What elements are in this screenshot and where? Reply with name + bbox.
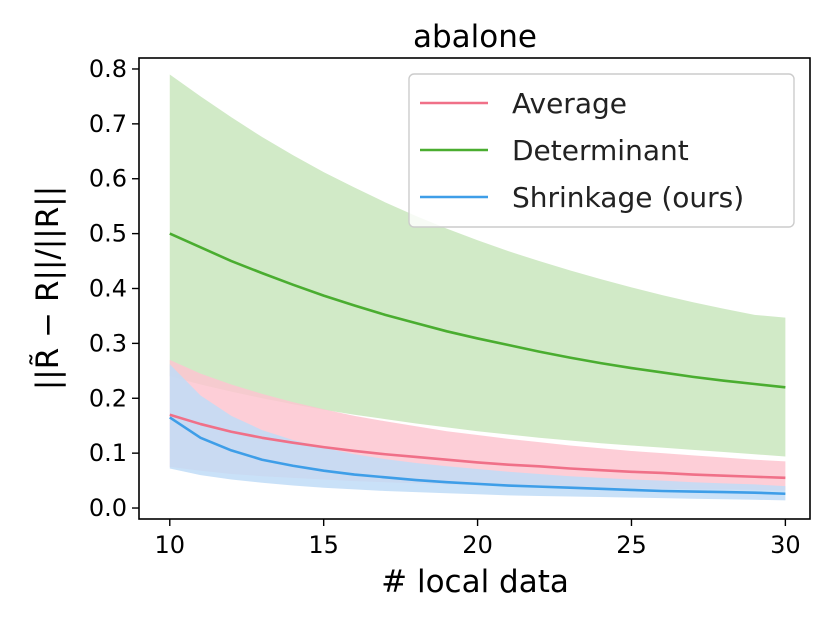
y-tick-label: 0.8	[89, 55, 127, 83]
x-tick-label: 30	[770, 531, 801, 559]
line-average	[169, 413, 786, 480]
line-determinant	[169, 232, 786, 389]
confidence-bands	[169, 74, 786, 501]
y-tick-label: 0.0	[89, 494, 127, 522]
legend-label-shrinkage-ours: Shrinkage (ours)	[512, 181, 744, 214]
y-tick-label: 0.5	[89, 220, 127, 248]
y-tick-label: 0.2	[89, 384, 127, 412]
chart-title: abalone	[413, 19, 537, 55]
x-axis-ticks: 10 15 20 25 30	[155, 519, 801, 559]
y-axis-ticks: 0.0 0.1 0.2 0.3 0.4 0.5 0.6 0.7 0.8	[89, 55, 139, 522]
legend-box	[408, 73, 795, 228]
y-tick-label: 0.7	[89, 110, 127, 138]
x-tick-label: 10	[155, 531, 186, 559]
x-tick-label: 25	[616, 531, 647, 559]
legend-label-determinant: Determinant	[512, 134, 689, 167]
y-tick-label: 0.1	[89, 439, 127, 467]
y-tick-label: 0.6	[89, 165, 127, 193]
legend: Average Determinant Shrinkage (ours)	[408, 73, 795, 228]
y-axis-title: ||R̃ − R||/||R||	[30, 186, 66, 390]
x-axis-title: # local data	[381, 564, 569, 600]
y-tick-label: 0.3	[89, 329, 127, 357]
band-determinant	[169, 74, 786, 457]
series-lines	[169, 232, 786, 496]
line-shrinkage-ours	[169, 416, 786, 496]
legend-label-average: Average	[512, 87, 627, 120]
band-shrinkage-ours	[169, 364, 786, 501]
x-tick-label: 15	[308, 531, 339, 559]
y-tick-label: 0.4	[89, 275, 127, 303]
x-tick-label: 20	[462, 531, 493, 559]
